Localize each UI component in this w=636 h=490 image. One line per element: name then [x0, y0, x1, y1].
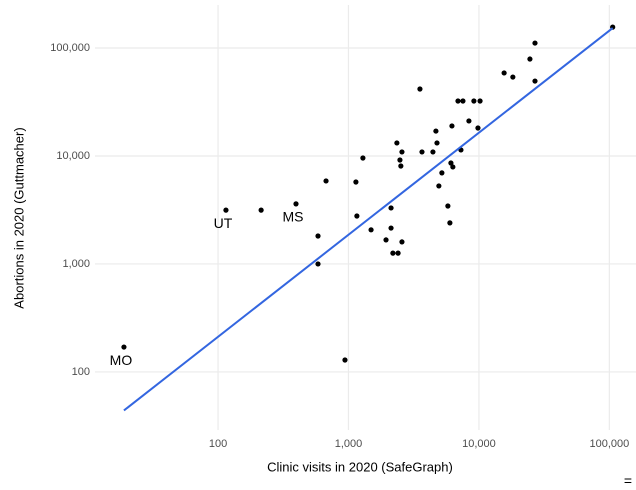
point: [388, 225, 394, 231]
point: [394, 140, 400, 146]
point: [342, 357, 348, 363]
point: [354, 213, 360, 219]
y-tick-label: 100: [72, 366, 90, 378]
point: [471, 98, 477, 104]
y-tick-label: 100,000: [50, 42, 90, 54]
annotation: MO: [110, 352, 133, 368]
point: [527, 56, 533, 62]
point: [455, 98, 461, 104]
point: [293, 201, 299, 207]
point: [353, 179, 359, 185]
point: [398, 163, 404, 169]
point: [383, 237, 389, 243]
trend-line: [123, 27, 614, 412]
point: [395, 250, 401, 256]
point: [475, 125, 481, 131]
point: [448, 160, 454, 166]
point: [360, 155, 366, 161]
point: [434, 140, 440, 146]
annotation: MS: [282, 209, 303, 225]
point: [445, 203, 451, 209]
x-tick-label: 100: [209, 438, 227, 450]
x-tick-label: 100,000: [589, 438, 629, 450]
point: [315, 261, 321, 267]
point: [466, 118, 472, 124]
point: [447, 220, 453, 226]
point: [399, 149, 405, 155]
point: [532, 40, 538, 46]
y-axis-title: Abortions in 2020 (Guttmacher): [11, 127, 26, 308]
point: [501, 70, 507, 76]
point: [258, 207, 264, 213]
point: [436, 183, 442, 189]
point: [433, 128, 439, 134]
point: [399, 239, 405, 245]
point: [397, 157, 403, 163]
point: [460, 98, 466, 104]
y-tick-label: 10,000: [56, 150, 90, 162]
point: [439, 170, 445, 176]
point: [449, 123, 455, 129]
y-tick-label: 1,000: [62, 258, 90, 270]
point: [121, 344, 127, 350]
x-tick-label: 10,000: [462, 438, 496, 450]
point: [368, 227, 374, 233]
point: [532, 78, 538, 84]
point: [450, 164, 456, 170]
point: [388, 205, 394, 211]
point: [430, 149, 436, 155]
point: [477, 98, 483, 104]
x-tick-label: 1,000: [335, 438, 363, 450]
point: [510, 74, 516, 80]
point: [390, 250, 396, 256]
annotation: UT: [214, 215, 233, 231]
point: [417, 86, 423, 92]
point: [419, 149, 425, 155]
corner-text: =: [624, 473, 632, 489]
x-axis-title: Clinic visits in 2020 (SafeGraph): [267, 459, 453, 474]
point: [323, 178, 329, 184]
point: [315, 233, 321, 239]
point: [223, 207, 229, 213]
